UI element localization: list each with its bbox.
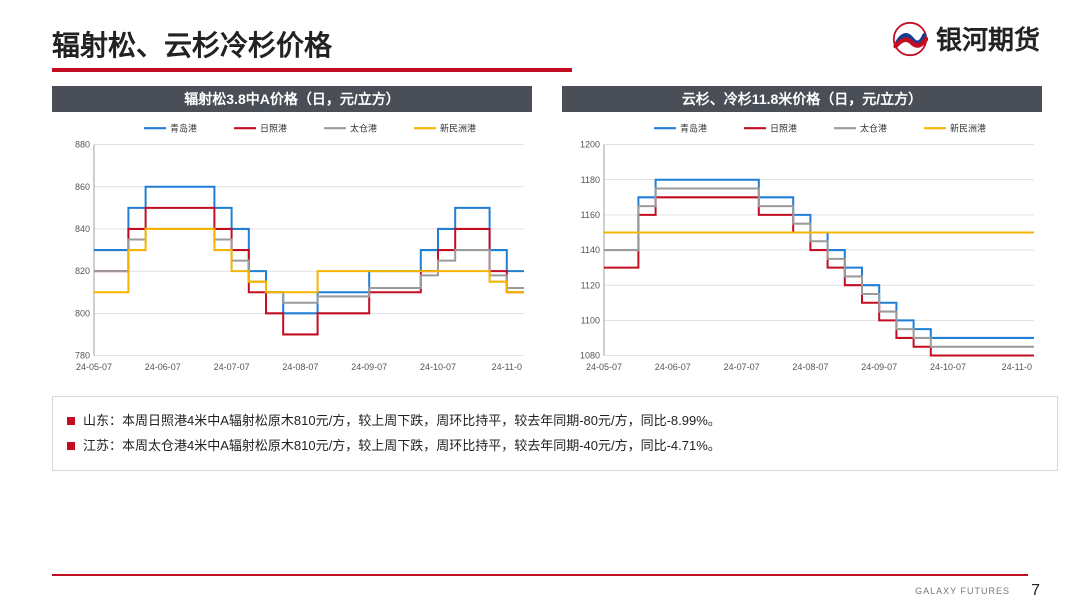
svg-text:1140: 1140 (581, 245, 600, 255)
svg-text:新民洲港: 新民洲港 (950, 122, 986, 133)
slide-title: 辐射松、云杉冷杉价格 (52, 24, 332, 64)
chart-title-right: 云杉、冷杉11.8米价格（日，元/立方） (562, 86, 1042, 112)
svg-text:1080: 1080 (580, 350, 600, 360)
svg-text:840: 840 (75, 224, 90, 234)
svg-text:24-09-07: 24-09-07 (861, 362, 897, 372)
svg-text:青岛港: 青岛港 (170, 122, 197, 133)
svg-text:1200: 1200 (580, 140, 600, 150)
svg-text:新民洲港: 新民洲港 (440, 122, 476, 133)
note-line: 山东：本周日照港4米中A辐射松原木810元/方，较上周下跌，周环比持平，较去年同… (67, 409, 1043, 434)
brand-text: 银河期货 (936, 20, 1040, 57)
chart-left: 青岛港 日照港 太仓港 新民洲港 780 800 820 840 860 880 24-05-07 2… (52, 120, 532, 376)
footer-line (52, 574, 1028, 576)
svg-text:24-07-07: 24-07-07 (214, 362, 250, 372)
svg-text:860: 860 (75, 182, 90, 192)
svg-text:24-11-0: 24-11-0 (1002, 362, 1032, 372)
svg-text:24-10-07: 24-10-07 (420, 362, 456, 372)
svg-text:780: 780 (75, 350, 90, 360)
svg-text:日照港: 日照港 (770, 122, 797, 133)
bullet-icon (67, 417, 75, 425)
svg-text:太仓港: 太仓港 (350, 122, 377, 133)
title-underline (52, 68, 572, 72)
footer-brand: GALAXY FUTURES (915, 586, 1010, 596)
svg-text:24-09-07: 24-09-07 (351, 362, 387, 372)
chart-title-left: 辐射松3.8中A价格（日，元/立方） (52, 86, 532, 112)
svg-text:1160: 1160 (581, 210, 600, 220)
svg-text:1180: 1180 (581, 175, 600, 185)
svg-text:青岛港: 青岛港 (680, 122, 707, 133)
svg-text:24-05-07: 24-05-07 (76, 362, 112, 372)
chart-right: 青岛港 日照港 太仓港 新民洲港 1080 1100 1120 1140 1160 1180 120… (562, 120, 1042, 376)
svg-text:24-08-07: 24-08-07 (792, 362, 828, 372)
brand-logo-icon (892, 21, 928, 57)
chart-row: 辐射松3.8中A价格（日，元/立方） 青岛港 日照港 太仓港 新民洲港 780 800 82… (52, 86, 1042, 376)
notes-box: 山东：本周日照港4米中A辐射松原木810元/方，较上周下跌，周环比持平，较去年同… (52, 396, 1058, 471)
bullet-icon (67, 442, 75, 450)
note-line: 江苏：本周太仓港4米中A辐射松原木810元/方，较上周下跌，周环比持平，较去年同… (67, 434, 1043, 459)
chart-col-right: 云杉、冷杉11.8米价格（日，元/立方） 青岛港 日照港 太仓港 新民洲港 1080 11… (562, 86, 1042, 376)
title-wrap: 辐射松、云杉冷杉价格 (52, 24, 332, 64)
slide: 辐射松、云杉冷杉价格 银河期货 辐射松3.8中A价格（日，元/立方） 青岛港 日照… (0, 0, 1080, 608)
svg-text:日照港: 日照港 (260, 122, 287, 133)
chart-col-left: 辐射松3.8中A价格（日，元/立方） 青岛港 日照港 太仓港 新民洲港 780 800 82… (52, 86, 532, 376)
note-text: 山东：本周日照港4米中A辐射松原木810元/方，较上周下跌，周环比持平，较去年同… (83, 409, 721, 434)
brand: 银河期货 (892, 20, 1040, 57)
svg-text:880: 880 (75, 140, 90, 150)
svg-text:820: 820 (75, 266, 90, 276)
svg-text:太仓港: 太仓港 (860, 122, 887, 133)
svg-text:24-05-07: 24-05-07 (586, 362, 622, 372)
svg-text:24-08-07: 24-08-07 (282, 362, 318, 372)
note-text: 江苏：本周太仓港4米中A辐射松原木810元/方，较上周下跌，周环比持平，较去年同… (83, 434, 721, 459)
page-number: 7 (1031, 582, 1040, 600)
svg-text:24-07-07: 24-07-07 (724, 362, 760, 372)
svg-text:1120: 1120 (581, 280, 600, 290)
svg-text:24-06-07: 24-06-07 (655, 362, 691, 372)
svg-text:24-10-07: 24-10-07 (930, 362, 966, 372)
svg-text:24-06-07: 24-06-07 (145, 362, 181, 372)
svg-text:24-11-0: 24-11-0 (492, 362, 522, 372)
svg-text:800: 800 (75, 308, 90, 318)
svg-text:1100: 1100 (581, 315, 600, 325)
